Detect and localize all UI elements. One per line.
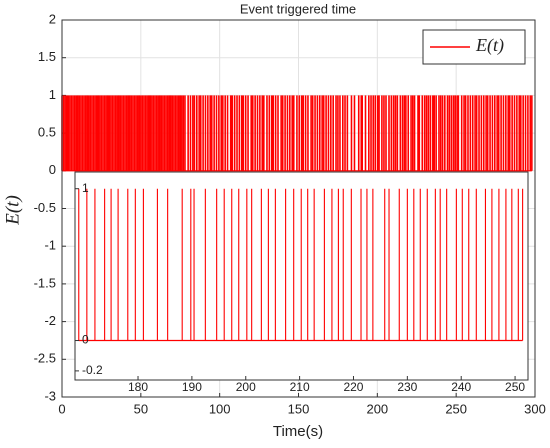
inset-x-tick-label: 220: [343, 380, 363, 394]
inset-x-tick-label: 210: [290, 380, 310, 394]
y-axis-label: E(t): [2, 195, 23, 226]
x-tick-label: 0: [58, 401, 65, 416]
inset-y-tick-label: -0.2: [82, 363, 103, 377]
y-tick-label: 1.5: [38, 49, 56, 64]
chart-title: Event triggered time: [240, 1, 356, 16]
y-tick-label: -0.5: [34, 200, 56, 215]
axes-frame: [61, 19, 536, 398]
y-tick-label: 1: [49, 87, 56, 102]
inset-x-tick-label: 230: [397, 380, 417, 394]
y-tick-label: 2: [49, 11, 56, 26]
y-tick-label: -3: [44, 388, 56, 403]
inset-y-tick-label: 1: [82, 181, 89, 195]
y-tick-label: -1.5: [34, 275, 56, 290]
inset-x-tick-label: 200: [236, 380, 256, 394]
inset-x-tick-label: 190: [182, 380, 202, 394]
x-tick-label: 300: [524, 401, 546, 416]
x-axis-label: Time(s): [273, 423, 323, 440]
legend-label: E(t): [475, 35, 504, 56]
x-tick-label: 250: [445, 401, 467, 416]
x-tick-label: 150: [288, 401, 310, 416]
inset-y-tick-label: 0: [82, 333, 89, 347]
x-tick-label: 100: [209, 401, 231, 416]
x-tick-label: 50: [134, 401, 148, 416]
y-tick-label: -2: [44, 313, 56, 328]
x-tick-label: 200: [366, 401, 388, 416]
inset-x-tick-label: 180: [128, 380, 148, 394]
y-tick-label: 0.5: [38, 125, 56, 140]
inset-x-tick-label: 240: [451, 380, 471, 394]
y-tick-label: 0: [49, 162, 56, 177]
y-tick-label: -1: [44, 238, 56, 253]
inset-x-tick-label: 250: [505, 380, 525, 394]
y-tick-label: -2.5: [34, 351, 56, 366]
